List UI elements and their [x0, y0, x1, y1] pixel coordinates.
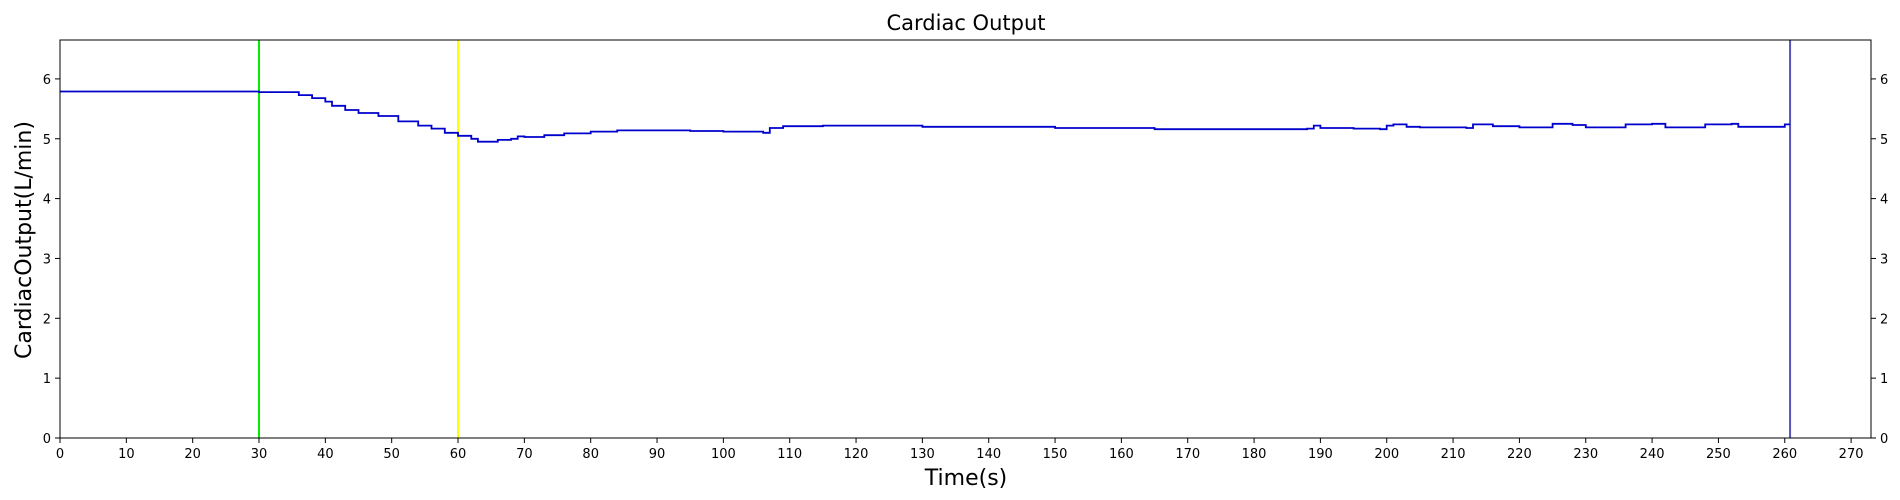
y-tick-label-left-0: 0 [43, 432, 51, 447]
x-tick-label-130: 130 [910, 447, 935, 462]
x-axis-label: Time(s) [924, 466, 1007, 491]
x-tick-label-250: 250 [1706, 447, 1731, 462]
plot-frame [59, 39, 1872, 439]
x-tick-label-100: 100 [711, 447, 736, 462]
y-axis-label: CardiacOutput(L/min) [12, 121, 37, 359]
y-tick-label-right-0: 0 [1880, 432, 1888, 447]
vertical-markers [258, 40, 1792, 438]
x-tick-label-70: 70 [516, 447, 533, 462]
x-tick-label-40: 40 [317, 447, 334, 462]
x-tick-label-30: 30 [251, 447, 268, 462]
x-tick-label-170: 170 [1175, 447, 1200, 462]
chart-title: Cardiac Output [887, 11, 1046, 35]
x-tick-label-140: 140 [976, 447, 1001, 462]
x-tick-label-0: 0 [56, 447, 64, 462]
axes: 0 10 20 30 40 50 60 70 80 90 100 110 120 130 140 150 160… [43, 39, 1888, 462]
y-tick-label-right-2: 2 [1880, 312, 1888, 327]
x-tick-label-90: 90 [649, 447, 666, 462]
series-line-0 [60, 90, 1791, 143]
y-tick-label-left-3: 3 [43, 252, 51, 267]
series-group [60, 90, 1791, 143]
x-tick-label-60: 60 [450, 447, 467, 462]
y-tick-label-left-6: 6 [43, 73, 51, 88]
x-tick-label-160: 160 [1109, 447, 1134, 462]
x-tick-label-220: 220 [1507, 447, 1532, 462]
x-tick-label-190: 190 [1308, 447, 1333, 462]
x-tick-label-260: 260 [1772, 447, 1797, 462]
y-tick-label-right-6: 6 [1880, 73, 1888, 88]
y-tick-label-left-1: 1 [43, 372, 51, 387]
x-tick-label-10: 10 [118, 447, 135, 462]
y-tick-label-left-4: 4 [43, 193, 51, 208]
x-tick-label-110: 110 [777, 447, 802, 462]
x-tick-label-240: 240 [1640, 447, 1665, 462]
y-tick-label-left-5: 5 [43, 133, 51, 148]
x-tick-label-20: 20 [184, 447, 201, 462]
y-tick-label-right-5: 5 [1880, 133, 1888, 148]
y-tick-label-right-1: 1 [1880, 372, 1888, 387]
x-tick-label-150: 150 [1043, 447, 1068, 462]
x-tick-label-80: 80 [582, 447, 599, 462]
y-tick-label-right-4: 4 [1880, 193, 1888, 208]
x-tick-label-270: 270 [1839, 447, 1864, 462]
y-tick-label-right-3: 3 [1880, 252, 1888, 267]
x-tick-label-230: 230 [1573, 447, 1598, 462]
x-tick-label-120: 120 [844, 447, 869, 462]
x-tick-label-180: 180 [1242, 447, 1267, 462]
x-tick-label-200: 200 [1374, 447, 1399, 462]
x-tick-label-50: 50 [383, 447, 400, 462]
y-tick-label-left-2: 2 [43, 312, 51, 327]
x-tick-label-210: 210 [1441, 447, 1466, 462]
